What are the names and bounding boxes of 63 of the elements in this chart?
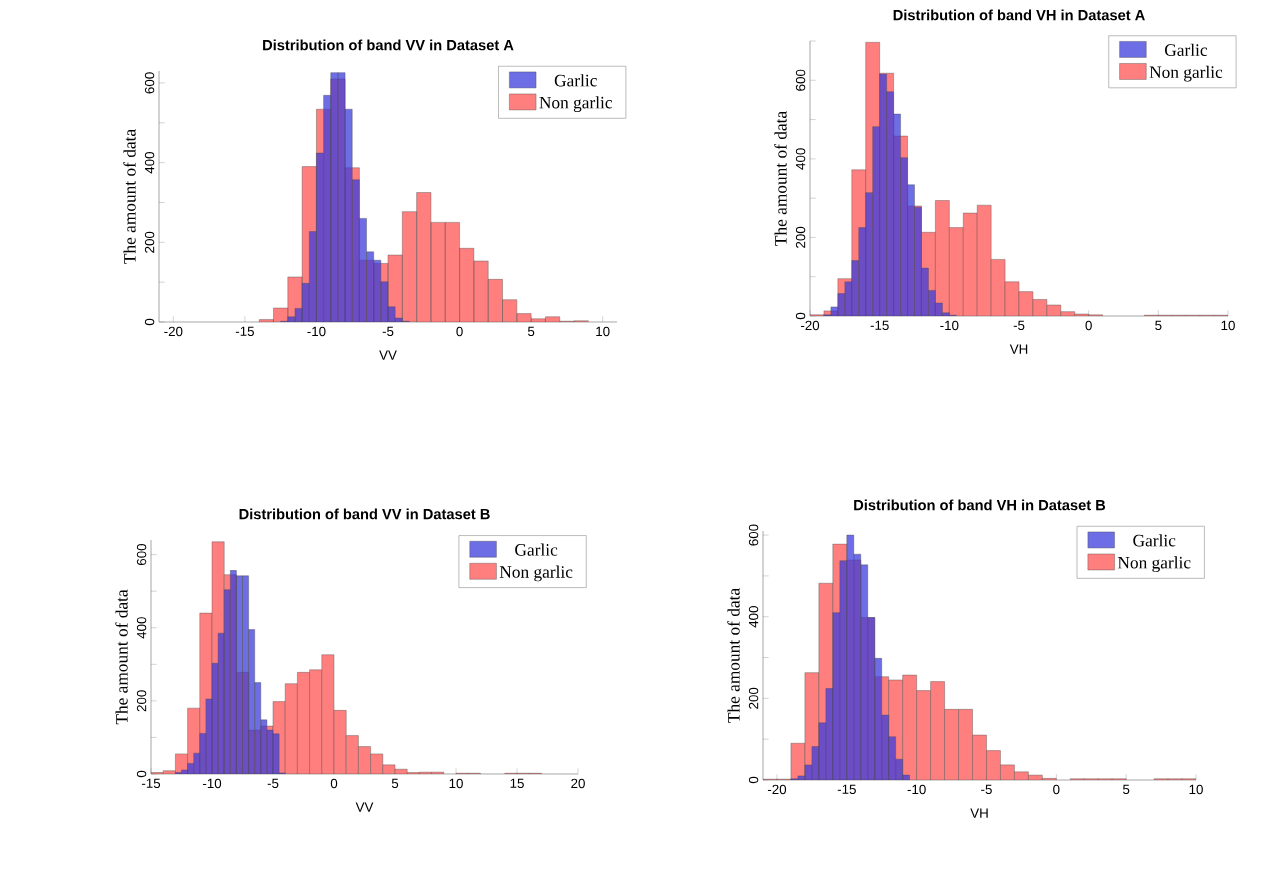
- chart-title: Distribution of band VV in Dataset A: [263, 39, 514, 51]
- legend-label: Garlic: [554, 74, 597, 87]
- chart-title: Distribution of band VV in Dataset B: [239, 508, 490, 520]
- y-tick-label: 400: [136, 617, 147, 639]
- legend-label: Non garlic: [499, 565, 573, 582]
- x-tick-label: -20: [767, 784, 787, 795]
- x-tick-label: -5: [382, 326, 394, 336]
- y-axis-title: The amount of data: [774, 111, 787, 246]
- x-tick-label: -10: [907, 784, 926, 795]
- legend-label: Non garlic: [539, 96, 613, 113]
- x-tick-label: -5: [981, 784, 992, 794]
- legend-label: Garlic: [515, 543, 558, 556]
- y-axis-title: The amount of data: [123, 129, 136, 264]
- y-tick-label: 600: [136, 544, 147, 566]
- legend-label: Non garlic: [1149, 65, 1223, 82]
- y-tick-label: 400: [144, 152, 155, 174]
- x-tick-label: 0: [456, 326, 463, 337]
- x-tick-label: 5: [527, 326, 535, 336]
- chart-title: Distribution of band VH in Dataset A: [893, 9, 1145, 21]
- y-tick-label: 600: [795, 69, 806, 91]
- x-tick-label: 0: [1085, 320, 1092, 331]
- y-tick-label: 200: [144, 231, 155, 253]
- x-tick-label: 10: [1221, 320, 1235, 331]
- chart-title: Distribution of band VH in Dataset B: [854, 499, 1106, 511]
- x-tick-label: -15: [235, 326, 254, 336]
- x-tick-label: 5: [1155, 320, 1162, 330]
- y-tick-label: 0: [795, 312, 806, 320]
- x-tick-label: -15: [141, 778, 161, 788]
- x-tick-label: 15: [510, 778, 524, 788]
- x-tick-label: -15: [870, 320, 889, 330]
- x-tick-label: -5: [1013, 320, 1025, 330]
- y-axis-title: The amount of data: [727, 588, 740, 723]
- x-tick-label: 5: [391, 778, 399, 788]
- y-tick-label: 200: [795, 226, 806, 248]
- x-axis-title: VH: [1009, 344, 1028, 354]
- x-tick-label: 5: [1123, 784, 1130, 794]
- x-axis-title: VV: [355, 802, 374, 812]
- x-tick-label: -10: [940, 320, 959, 331]
- y-tick-label: 200: [748, 687, 759, 709]
- x-axis-title: VH: [970, 808, 988, 818]
- legend-label: Non garlic: [1117, 556, 1191, 573]
- x-tick-label: 0: [330, 778, 338, 789]
- x-tick-label: 20: [571, 778, 585, 789]
- x-tick-label: -15: [837, 784, 856, 794]
- x-tick-label: 10: [449, 778, 463, 789]
- legend-label: Garlic: [1165, 43, 1208, 56]
- x-tick-label: 10: [1189, 784, 1203, 795]
- x-tick-label: -5: [267, 778, 279, 788]
- x-tick-label: -10: [307, 326, 326, 337]
- y-axis-title: The amount of data: [115, 589, 128, 725]
- y-tick-label: 400: [795, 148, 806, 170]
- y-tick-label: 600: [748, 524, 759, 546]
- x-tick-label: 10: [596, 326, 610, 337]
- y-tick-label: 0: [136, 770, 147, 778]
- x-tick-label: -10: [202, 778, 222, 789]
- y-tick-label: 200: [136, 690, 147, 712]
- y-tick-label: 600: [144, 72, 155, 94]
- legend-label: Garlic: [1133, 534, 1176, 547]
- x-tick-label: 0: [1053, 784, 1060, 795]
- x-tick-label: -20: [164, 326, 183, 337]
- x-tick-label: -20: [800, 320, 820, 331]
- x-axis-title: VV: [379, 350, 397, 360]
- y-tick-label: 400: [748, 606, 759, 628]
